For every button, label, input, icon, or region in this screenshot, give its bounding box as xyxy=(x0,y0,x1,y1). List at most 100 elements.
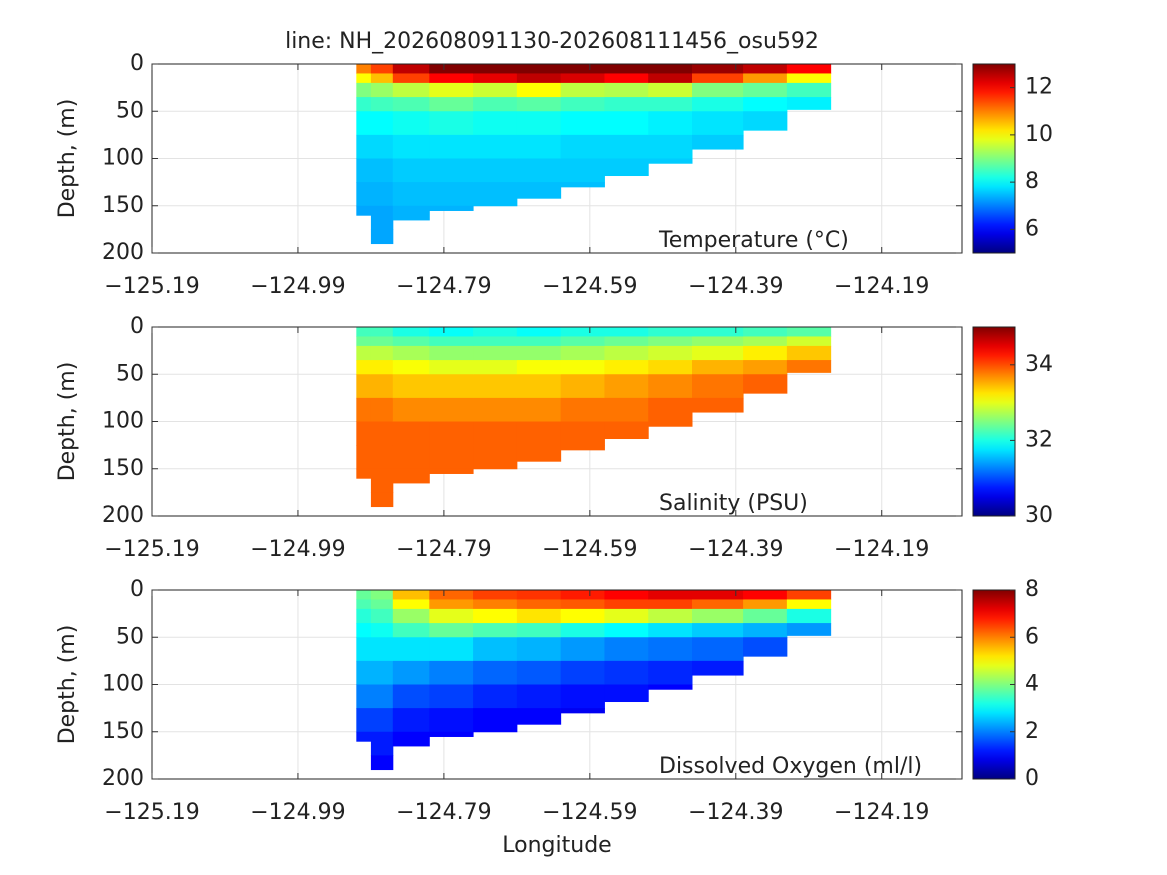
section-cell xyxy=(473,64,518,74)
section-cell xyxy=(473,336,518,347)
section-cell xyxy=(356,468,372,479)
section-cell xyxy=(473,327,518,337)
section-cell xyxy=(648,73,693,84)
x-tick-label: −124.39 xyxy=(688,274,783,299)
section-cell xyxy=(648,345,693,361)
section-cell xyxy=(356,182,372,207)
section-cell xyxy=(392,708,430,733)
section-cell xyxy=(648,590,693,600)
section-cell xyxy=(692,599,744,610)
section-cell xyxy=(743,590,788,600)
section-cell xyxy=(392,623,430,638)
section-cell xyxy=(370,229,394,245)
section-cell xyxy=(429,599,474,610)
section-cell xyxy=(786,327,832,337)
y-tick-label: 50 xyxy=(116,624,144,649)
section-cell xyxy=(516,637,562,662)
colorbar-tick-label: 10 xyxy=(1025,122,1053,147)
colorbar-tick-label: 34 xyxy=(1025,352,1053,377)
section-cell xyxy=(560,608,605,624)
section-cell xyxy=(604,590,649,600)
colorbar-tick-label: 6 xyxy=(1025,216,1039,241)
section-cell xyxy=(356,82,372,98)
section-cell xyxy=(370,134,394,159)
section-cell xyxy=(604,360,649,375)
section-cell xyxy=(473,421,518,446)
section-cell xyxy=(604,374,649,399)
section-cell xyxy=(692,336,744,347)
section-cell xyxy=(370,182,394,207)
section-cell xyxy=(743,623,788,638)
section-cell xyxy=(429,182,474,207)
y-tick-label: 50 xyxy=(116,361,144,386)
section-cell xyxy=(604,397,649,422)
section-cell xyxy=(516,345,562,361)
section-cell xyxy=(743,599,788,610)
section-cell xyxy=(356,134,372,159)
y-tick-label: 0 xyxy=(130,314,144,339)
section-cell xyxy=(473,708,518,733)
section-cell xyxy=(429,64,474,74)
section-cell xyxy=(743,360,788,375)
section-cell xyxy=(370,660,394,685)
section-cell xyxy=(370,590,394,600)
section-cell xyxy=(392,360,430,375)
section-cell xyxy=(516,623,562,638)
section-cell xyxy=(429,708,474,733)
section-cell xyxy=(516,158,562,183)
x-tick-label: −124.99 xyxy=(250,274,345,299)
section-cell xyxy=(604,599,649,610)
section-cell xyxy=(786,73,832,84)
section-cell xyxy=(560,660,605,685)
section-cell xyxy=(516,708,562,725)
y-tick-label: 100 xyxy=(102,409,144,434)
section-cell xyxy=(516,374,562,399)
section-cell xyxy=(604,637,649,662)
section-cell xyxy=(370,637,394,662)
x-tick-label: −124.39 xyxy=(688,537,783,562)
section-cell xyxy=(356,374,372,399)
section-cell xyxy=(516,182,562,199)
section-cell xyxy=(604,623,649,638)
section-cell xyxy=(560,590,605,600)
section-cell xyxy=(473,660,518,685)
section-cell xyxy=(692,623,744,638)
x-tick-label: −124.59 xyxy=(542,274,637,299)
section-cell xyxy=(392,608,430,624)
section-cell xyxy=(560,327,605,337)
colorbar-tick-label: 2 xyxy=(1025,719,1039,744)
colorbar xyxy=(972,589,1016,780)
section-cell xyxy=(560,158,605,183)
section-cell xyxy=(786,360,832,373)
section-cell xyxy=(692,590,744,600)
section-cell xyxy=(604,684,649,703)
section-cell xyxy=(560,708,605,714)
section-cell xyxy=(356,608,372,624)
x-tick-label: −124.79 xyxy=(396,800,491,825)
section-cell xyxy=(356,158,372,183)
section-cell xyxy=(692,660,744,676)
section-cell xyxy=(429,623,474,638)
section-cell xyxy=(648,623,693,638)
section-cell xyxy=(473,111,518,136)
section-cell xyxy=(473,182,518,207)
section-cell xyxy=(743,374,788,394)
section-cell xyxy=(743,336,788,347)
section-cell xyxy=(356,97,372,112)
section-cell xyxy=(392,82,430,98)
section-cell xyxy=(516,397,562,422)
section-cell xyxy=(743,64,788,74)
section-cell xyxy=(356,445,372,470)
section-cell xyxy=(429,637,474,662)
section-cell xyxy=(692,97,744,112)
section-cell xyxy=(648,82,693,98)
section-cell xyxy=(692,134,744,150)
section-cell xyxy=(370,64,394,74)
section-cell xyxy=(392,731,430,747)
section-cell xyxy=(429,73,474,84)
section-cell xyxy=(516,111,562,136)
section-cell xyxy=(392,64,430,74)
section-cell xyxy=(429,336,474,347)
section-cell xyxy=(429,360,474,375)
